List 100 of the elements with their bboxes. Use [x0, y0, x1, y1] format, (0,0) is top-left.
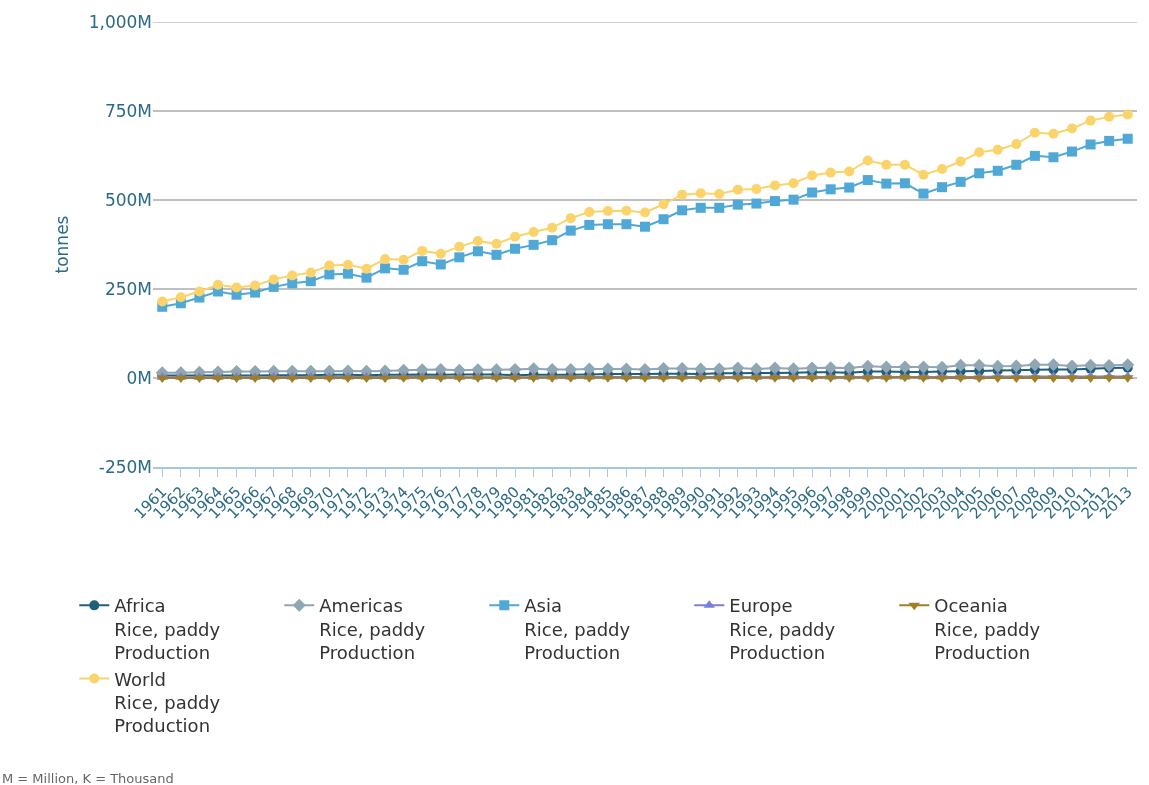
point [1067, 123, 1078, 134]
point [212, 279, 223, 290]
point [1085, 115, 1096, 126]
point [380, 263, 391, 274]
point [1011, 159, 1022, 170]
point [695, 188, 706, 199]
point [640, 207, 650, 218]
point [992, 165, 1003, 176]
point [974, 168, 985, 179]
legend-label: Americas Rice, paddy Production [319, 595, 426, 664]
point [361, 272, 372, 283]
point [842, 361, 856, 375]
point [712, 362, 726, 376]
point [621, 219, 632, 230]
point [1046, 358, 1060, 372]
point [528, 239, 539, 250]
point [602, 206, 613, 217]
point [807, 170, 818, 181]
point [565, 225, 576, 236]
point [824, 361, 838, 375]
point [805, 361, 819, 375]
point [491, 249, 502, 260]
point [545, 362, 559, 376]
point [992, 144, 1003, 155]
point [955, 176, 966, 187]
point [564, 362, 578, 376]
point [1065, 359, 1079, 373]
y-axis-title: tonnes [52, 215, 73, 274]
point [640, 221, 650, 232]
point [1085, 139, 1096, 150]
point [1028, 358, 1042, 372]
point [862, 155, 873, 166]
y-tick-label: -250M [98, 456, 152, 477]
point [287, 270, 298, 281]
point [898, 360, 912, 374]
point [677, 205, 688, 216]
y-tick-label: 1,000M [88, 11, 152, 32]
point [657, 361, 671, 375]
y-tick-label: 0M [126, 367, 152, 388]
point [398, 264, 409, 275]
point [489, 363, 503, 377]
point [194, 286, 205, 297]
point [972, 358, 986, 372]
point [472, 246, 483, 257]
point [881, 159, 892, 170]
point [694, 362, 708, 376]
point [1011, 139, 1022, 150]
point [769, 180, 780, 191]
point [937, 164, 948, 175]
point [547, 222, 558, 233]
point [175, 292, 186, 303]
point [361, 263, 372, 274]
point [584, 219, 595, 230]
point [398, 254, 409, 265]
point [1009, 359, 1023, 373]
point [844, 182, 855, 193]
point [231, 282, 242, 293]
legend-label: Europe Rice, paddy Production [729, 595, 836, 664]
point [417, 256, 428, 267]
y-tick-label: 500M [104, 189, 152, 210]
text: M = Million, K = Thousand [2, 771, 174, 785]
point [955, 156, 966, 167]
point [861, 359, 875, 373]
point [417, 245, 428, 256]
point [582, 362, 596, 376]
point [935, 360, 949, 374]
point [732, 199, 743, 210]
point [732, 184, 743, 195]
point [658, 214, 669, 225]
point [1122, 109, 1133, 120]
legend-label: World Rice, paddy Production [114, 668, 221, 737]
point [324, 269, 335, 280]
point [454, 252, 465, 263]
legend-label: Oceania Rice, paddy Production [934, 595, 1041, 664]
point [510, 231, 521, 242]
point [881, 178, 892, 189]
point [1122, 133, 1133, 144]
point [974, 147, 985, 158]
point [510, 243, 521, 254]
point [695, 202, 706, 213]
point [380, 254, 391, 265]
point [324, 260, 335, 271]
point [787, 362, 801, 376]
point [788, 194, 799, 205]
point [991, 359, 1005, 373]
point [508, 362, 522, 376]
point [601, 362, 615, 376]
point [1102, 359, 1116, 373]
y-tick-label: 250M [104, 278, 152, 299]
point [769, 196, 780, 207]
point [435, 259, 446, 270]
point [1029, 127, 1040, 138]
point [918, 169, 929, 180]
point [342, 259, 353, 270]
point [250, 280, 261, 291]
point [751, 183, 762, 194]
point [825, 167, 836, 178]
point [677, 189, 688, 200]
point [1048, 152, 1059, 163]
point [565, 213, 576, 224]
